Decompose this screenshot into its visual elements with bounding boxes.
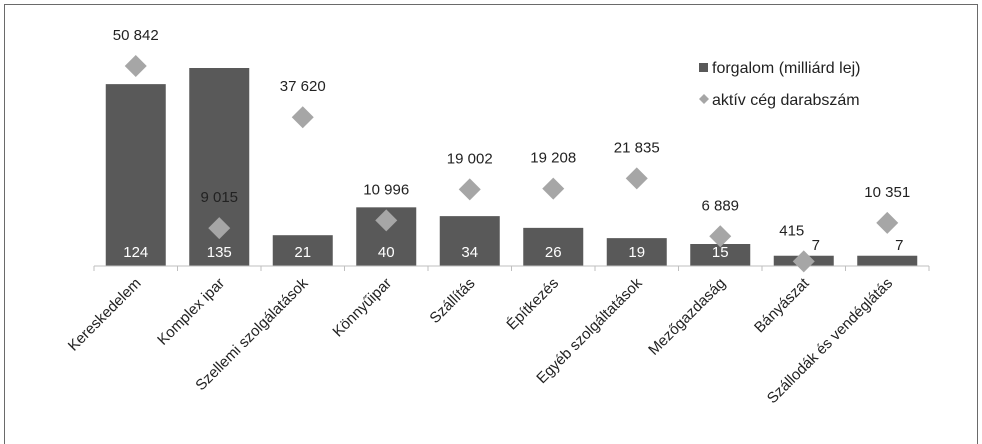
legend-swatch-bar bbox=[699, 63, 708, 72]
legend-label-diamond: aktív cég darabszám bbox=[712, 92, 860, 109]
count-value-label: 21 835 bbox=[614, 139, 660, 156]
labels-group: 124 50 842 135 9 015 21 37 620 40 10 996 34 19 00… bbox=[113, 27, 910, 261]
count-value-label: 9 015 bbox=[200, 189, 238, 206]
diamonds-group bbox=[124, 55, 899, 273]
bar-value-label: 124 bbox=[123, 244, 148, 261]
bar bbox=[606, 238, 667, 266]
count-value-label: 415 bbox=[779, 222, 804, 239]
x-tick-label: Könnyűipar bbox=[329, 275, 395, 341]
diamond-marker bbox=[208, 217, 231, 240]
x-tick-label: Szállítás bbox=[426, 275, 478, 327]
x-tick-label: Bányászat bbox=[751, 274, 813, 336]
bar-value-label: 135 bbox=[207, 244, 232, 261]
bar-value-label: 7 bbox=[895, 237, 903, 254]
diamond-marker bbox=[792, 250, 815, 273]
diamond-marker bbox=[458, 178, 481, 201]
bar bbox=[105, 84, 166, 266]
bar bbox=[439, 216, 500, 266]
bar-value-label: 26 bbox=[545, 244, 562, 261]
legend: forgalom (milliárd lej) aktív cég darabs… bbox=[699, 60, 860, 109]
diamond-marker bbox=[542, 177, 565, 200]
bar-value-label: 7 bbox=[812, 237, 820, 254]
diamond-marker bbox=[709, 225, 732, 248]
x-tick-label: Kereskedelem bbox=[65, 275, 145, 355]
count-value-label: 19 002 bbox=[447, 150, 493, 167]
bar-value-label: 21 bbox=[294, 244, 311, 261]
bar bbox=[523, 227, 584, 266]
count-value-label: 50 842 bbox=[113, 27, 159, 44]
chart-border bbox=[4, 4, 978, 444]
x-tick-label: Komplex ipar bbox=[154, 275, 228, 349]
bar bbox=[690, 244, 751, 266]
bar bbox=[857, 255, 918, 266]
diamond-marker bbox=[291, 106, 314, 129]
diamond-marker bbox=[375, 209, 398, 232]
bar-value-label: 34 bbox=[461, 244, 478, 261]
count-value-label: 37 620 bbox=[280, 78, 326, 95]
count-value-label: 6 889 bbox=[701, 197, 739, 214]
legend-swatch-diamond bbox=[699, 94, 709, 104]
diamond-marker bbox=[625, 167, 648, 190]
bar bbox=[272, 235, 333, 266]
bar-value-label: 40 bbox=[378, 244, 395, 261]
diamond-marker bbox=[876, 211, 899, 234]
bar-value-label: 15 bbox=[712, 244, 729, 261]
bar-value-label: 19 bbox=[628, 244, 645, 261]
diamond-marker bbox=[124, 55, 147, 77]
legend-label-bar: forgalom (milliárd lej) bbox=[712, 60, 860, 77]
count-value-label: 10 996 bbox=[363, 181, 409, 198]
count-value-label: 19 208 bbox=[530, 150, 576, 167]
x-tick-label: Építkezés bbox=[503, 275, 562, 334]
count-value-label: 10 351 bbox=[864, 184, 910, 201]
x-tick-label: Mezőgazdaság bbox=[645, 275, 729, 359]
